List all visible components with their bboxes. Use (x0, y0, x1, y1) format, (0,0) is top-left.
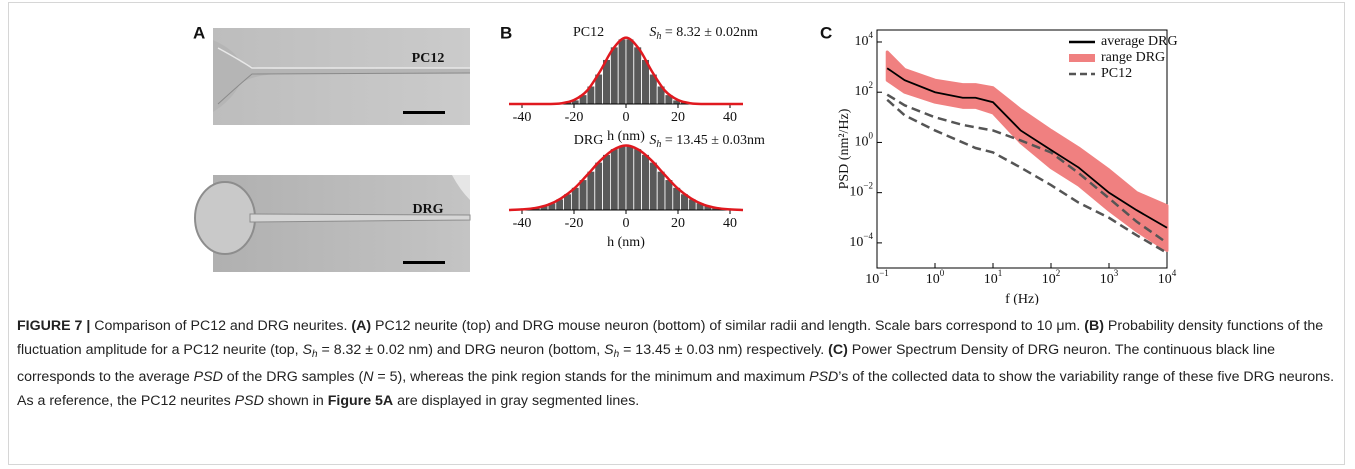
bar (625, 145, 635, 211)
legend-label: range DRG (1101, 50, 1165, 65)
range-area (885, 50, 1169, 252)
caption-run: Comparison of PC12 and DRG neurites. (90, 318, 352, 334)
bar (610, 148, 619, 211)
bar (578, 179, 588, 211)
x-tick-label: 102 (1042, 268, 1061, 287)
bar (633, 148, 642, 211)
caption-run: = 13.45 ± 0.03 nm) respectively. (619, 341, 829, 358)
panel-label: A (193, 23, 205, 42)
x-tick-label: 0 (623, 110, 630, 125)
series-label: DRG (574, 133, 604, 148)
image-label: DRG (412, 202, 443, 217)
annotation: Sh = 13.45 ± 0.03nm (649, 133, 765, 150)
x-tick-label: -20 (565, 110, 584, 125)
caption-run: (C) (828, 341, 848, 358)
y-axis-label: PSD (nm²/Hz) (837, 108, 852, 189)
x-tick-label: 103 (1100, 268, 1119, 287)
panel-label: C (820, 23, 832, 42)
caption-run: shown in (263, 392, 328, 409)
annotation-subscript: h (656, 31, 661, 42)
annotation-subscript: h (656, 139, 661, 150)
legend-label: PC12 (1101, 66, 1132, 81)
caption-run: PSD (193, 369, 223, 386)
fit-curve (508, 36, 743, 106)
caption-run: (A) (351, 318, 372, 334)
bar (602, 154, 611, 211)
x-tick-label: 40 (723, 216, 737, 231)
caption-run: S (302, 341, 312, 358)
x-axis-label: h (nm) (607, 129, 645, 144)
caption-run: PC12 neurite (top) and DRG mouse neuron … (371, 318, 1085, 334)
plot-frame (876, 29, 1168, 269)
caption-run: h (311, 348, 318, 360)
caption-run: = 8.32 ± 0.02 nm) and DRG neuron (bottom… (317, 341, 605, 358)
caption-run: (B) (1084, 318, 1104, 334)
annotation-text: = 8.32 ± 0.02nm (661, 25, 758, 40)
line-chart: 10−4 10−2 100 102 104 10−1 100 101 102 103 104 aver… (837, 29, 1178, 305)
series-label: PC12 (573, 25, 604, 40)
bar (633, 46, 642, 105)
caption-run: ’s of the collected data to show the var… (17, 369, 1335, 409)
figure-frame (8, 2, 1345, 465)
histogram: -40 -20 0 20 40 PC12 Sh = 8.32 ± 0.02nm h (nm) (508, 25, 758, 144)
caption-run: N (363, 369, 374, 386)
x-tick-label: 0 (623, 216, 630, 231)
legend-label: average DRG (1101, 34, 1178, 49)
x-tick-label: 40 (723, 110, 737, 125)
x-tick-label: 20 (671, 110, 685, 125)
caption-run: of the DRG samples ( (222, 369, 364, 386)
x-axis-label: f (Hz) (1005, 292, 1039, 305)
x-tick-label: -40 (513, 110, 532, 125)
histogram: -40 -20 0 20 40 DRG Sh = 13.45 ± 0.03nm h (nm) (508, 133, 765, 250)
caption-run: = 5), whereas the pink region stands for… (373, 369, 810, 386)
x-tick-label: 104 (1158, 268, 1177, 287)
annotation-symbol: S (649, 133, 656, 148)
bar (610, 46, 619, 105)
annotation-symbol: S (649, 25, 656, 40)
figure-caption: FIGURE 7 | Comparison of PC12 and DRG ne… (17, 315, 1339, 413)
fit-curve (508, 144, 744, 212)
x-tick-label: 20 (671, 216, 685, 231)
panel-label: B (500, 23, 512, 42)
series-line (886, 98, 1168, 254)
caption-run: Figure 5A (327, 392, 394, 409)
caption-run: S (604, 341, 614, 358)
bar (625, 38, 635, 105)
y-tick-label: 104 (855, 30, 874, 49)
bar (664, 179, 674, 211)
caption-run: Power Spectrum Density of DRG neuron. Th… (17, 341, 1276, 386)
bar (641, 154, 650, 211)
bar (586, 170, 596, 211)
caption-run: FIGURE 7 | (17, 318, 91, 334)
x-tick-label: 101 (984, 268, 1003, 287)
y-tick-label: 100 (855, 130, 874, 149)
annotation-text: = 13.45 ± 0.03nm (661, 133, 765, 148)
bar (656, 170, 666, 211)
x-tick-label: 100 (926, 268, 945, 287)
bar (594, 161, 603, 211)
x-tick-label: 10−1 (865, 268, 889, 287)
annotation: Sh = 8.32 ± 0.02nm (649, 25, 758, 42)
x-tick-label: -20 (565, 216, 584, 231)
bar (649, 161, 658, 211)
caption-run: h (613, 348, 620, 360)
series-line (886, 67, 1168, 229)
bar (617, 38, 627, 105)
series-line (886, 93, 1168, 244)
y-tick-label: 10−2 (849, 181, 873, 200)
micrograph: PC12 (213, 28, 471, 125)
micrograph: DRG (194, 175, 471, 272)
figure: A B C PC12 DRG -40 -20 0 20 40 PC12 Sh = 8.32 … (193, 23, 1178, 305)
caption-run: PSD (809, 369, 839, 386)
y-tick-label: 102 (855, 80, 874, 99)
caption-run: Probability density functions of the flu… (17, 318, 1324, 358)
x-tick-label: -40 (513, 216, 532, 231)
caption-run: are displayed in gray segmented lines. (393, 392, 640, 409)
image-label: PC12 (412, 51, 445, 66)
caption-run: PSD (234, 392, 264, 409)
x-axis-label: h (nm) (607, 235, 645, 250)
y-tick-label: 10−4 (849, 231, 873, 250)
bar (617, 145, 627, 211)
